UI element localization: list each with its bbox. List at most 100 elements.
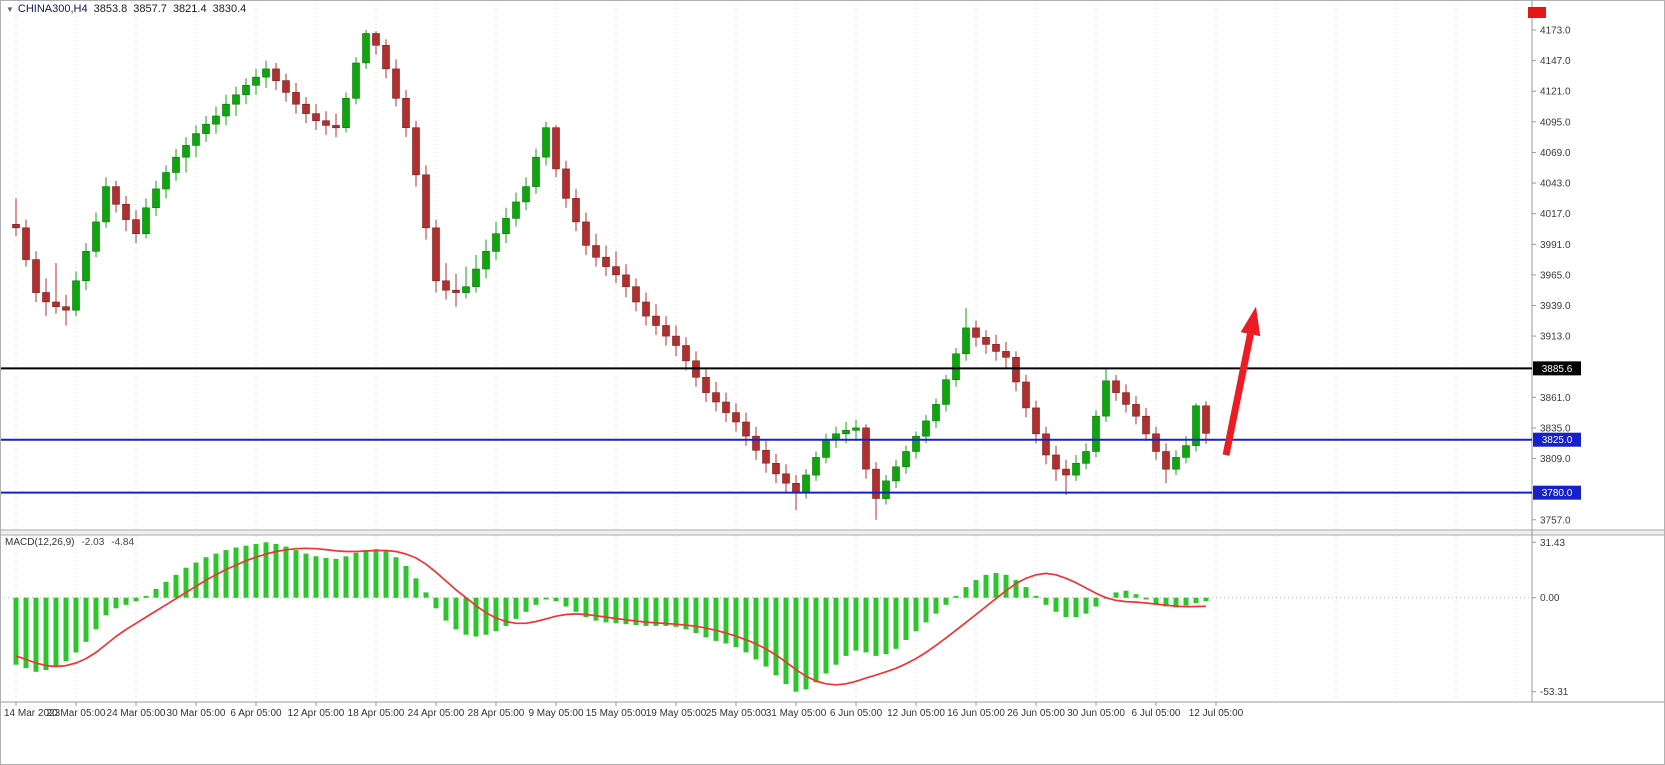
candle-body xyxy=(932,404,940,422)
macd-histogram-bar xyxy=(703,597,709,638)
price-badge-label: 3825.0 xyxy=(1542,435,1573,446)
candle-body xyxy=(942,379,950,405)
macd-histogram-bar xyxy=(723,597,729,644)
candle-body xyxy=(702,376,710,393)
macd-histogram-bar xyxy=(553,597,559,602)
price-badge xyxy=(1533,361,1581,376)
price-tick-label: 4017.0 xyxy=(1540,209,1571,220)
macd-histogram-bar xyxy=(1063,597,1069,618)
candle-body xyxy=(722,401,730,413)
candle-body xyxy=(152,188,160,208)
macd-tick-label: -53.31 xyxy=(1540,687,1569,698)
candle-body xyxy=(102,186,110,223)
candle-body xyxy=(1002,351,1010,358)
macd-histogram-bar xyxy=(233,547,239,598)
price-tick-label: 3757.0 xyxy=(1540,515,1571,526)
macd-histogram-bar xyxy=(1033,596,1039,598)
macd-histogram-bar xyxy=(913,597,919,632)
ohlc-high: 3857.7 xyxy=(133,3,167,15)
candle-body xyxy=(22,227,30,260)
macd-histogram-bar xyxy=(43,597,49,670)
candle-body xyxy=(652,315,660,326)
candle-body xyxy=(782,473,790,484)
candle-body xyxy=(1192,405,1200,446)
price-badge xyxy=(1533,432,1581,447)
price-axis[interactable]: 4173.0 4147.0 4121.0 4095.0 4069.0 4043.0 4017… xyxy=(1531,0,1571,702)
macd-histogram-bar xyxy=(423,592,429,598)
panel-separator[interactable] xyxy=(0,529,1665,536)
macd-histogram-bar xyxy=(573,597,579,612)
candle-body xyxy=(252,76,260,86)
macd-histogram-bar xyxy=(403,566,409,598)
candle-body xyxy=(712,392,720,403)
macd-histogram-bar xyxy=(463,597,469,635)
candle-body xyxy=(742,421,750,437)
candle-body xyxy=(1202,405,1210,434)
candle-body xyxy=(1142,415,1150,435)
ohlc-low: 3821.4 xyxy=(172,3,207,15)
candle-body xyxy=(882,480,890,499)
candle-body xyxy=(352,62,360,99)
macd-histogram-bar xyxy=(1133,594,1139,598)
macd-histogram-bar xyxy=(393,557,399,598)
macd-histogram-bar xyxy=(1003,574,1009,598)
candle-body xyxy=(402,98,410,129)
candle-body xyxy=(1122,392,1130,405)
candle-body xyxy=(982,336,990,345)
macd-histogram-bar xyxy=(963,587,969,598)
macd-histogram-bar xyxy=(563,597,569,607)
macd-histogram-bar xyxy=(783,597,789,685)
candle-body xyxy=(162,172,170,190)
macd-histogram-bar xyxy=(183,567,189,598)
symbol-dropdown-icon[interactable]: ▼ xyxy=(6,5,14,14)
candle-body xyxy=(1062,468,1070,476)
time-tick-label: 25 May 05:00 xyxy=(706,708,767,719)
candle-body xyxy=(812,457,820,476)
candle-body xyxy=(122,204,130,220)
macd-histogram-bar xyxy=(673,597,679,627)
macd-histogram-bar xyxy=(533,597,539,605)
candle-body xyxy=(962,327,970,355)
candle-body xyxy=(842,429,850,435)
macd-histogram-bar xyxy=(523,597,529,612)
candle-body xyxy=(392,68,400,99)
candle-body xyxy=(142,207,150,235)
candle-body xyxy=(532,156,540,187)
time-tick-label: 9 May 05:00 xyxy=(528,708,583,719)
macd-histogram-bar xyxy=(53,597,59,667)
macd-histogram-bar xyxy=(883,597,889,655)
candle-body xyxy=(72,280,80,311)
time-tick-label: 20 Mar 05:00 xyxy=(47,708,106,719)
macd-histogram-bar xyxy=(933,597,939,614)
macd-histogram-bar xyxy=(63,597,69,662)
candle-body xyxy=(322,120,330,126)
candle-body xyxy=(172,156,180,173)
candle-body xyxy=(32,259,40,293)
trend-arrow-shaft[interactable] xyxy=(1222,333,1254,456)
macd-histogram-bar xyxy=(353,552,359,598)
macd-histogram-bar xyxy=(1083,597,1089,614)
candle-body xyxy=(92,221,100,252)
macd-histogram-bar xyxy=(503,597,509,626)
candle-body xyxy=(972,327,980,338)
time-tick-label: 19 May 05:00 xyxy=(646,708,707,719)
macd-histogram-bar xyxy=(483,597,489,635)
macd-histogram-bar xyxy=(333,558,339,598)
grid-layer xyxy=(15,0,1517,700)
candle-body xyxy=(612,266,620,276)
ohlc-close: 3830.4 xyxy=(212,3,247,15)
trend-arrow-head[interactable] xyxy=(1240,306,1261,337)
macd-histogram-layer xyxy=(13,542,1209,692)
candle-body xyxy=(312,113,320,121)
candle-body xyxy=(1042,433,1050,456)
ohlc-open: 3853.8 xyxy=(93,3,128,15)
candle-body xyxy=(472,268,480,288)
price-tick-label: 3861.0 xyxy=(1540,393,1571,404)
candle-body xyxy=(272,68,280,82)
time-tick-label: 12 Apr 05:00 xyxy=(288,708,345,719)
macd-histogram-bar xyxy=(223,550,229,598)
time-tick-label: 28 Apr 05:00 xyxy=(468,708,525,719)
macd-histogram-bar xyxy=(243,545,249,598)
